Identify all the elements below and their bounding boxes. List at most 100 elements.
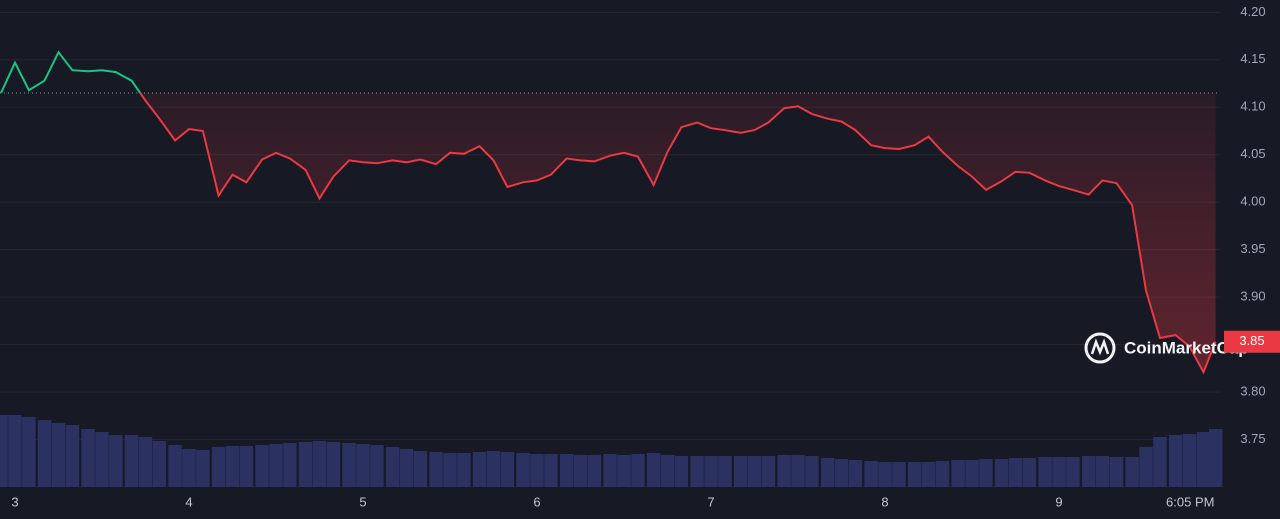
price-line-down [1, 93, 1217, 375]
volume-bar [1008, 458, 1023, 487]
y-tick-label: 3.95 [1240, 241, 1265, 256]
x-tick-label: 5 [359, 494, 366, 509]
volume-bar [1038, 457, 1052, 487]
volume-bar [413, 451, 428, 487]
volume-bar [733, 456, 748, 487]
last-price-label: 3.85 [1239, 333, 1264, 348]
volume-bar [211, 447, 226, 487]
volume-bar [37, 420, 52, 487]
volume-bar [544, 454, 558, 487]
volume-bar [0, 415, 8, 487]
volume-bar [283, 443, 297, 487]
volume-bar [109, 435, 123, 487]
x-tick-label: 3 [11, 494, 18, 509]
volume-bar [65, 425, 80, 487]
volume-bar [674, 456, 689, 487]
y-tick-label: 3.80 [1240, 384, 1265, 399]
volume-bar [95, 432, 109, 487]
volume-bar [225, 446, 240, 487]
volume-bar [935, 461, 950, 487]
y-tick-label: 4.20 [1240, 4, 1265, 19]
volume-bar [168, 445, 182, 487]
watermark-logo [1084, 332, 1116, 364]
volume-bar [979, 459, 993, 487]
volume-bar [255, 445, 269, 487]
volume-bar [892, 462, 906, 487]
volume-bar [370, 445, 384, 487]
volume-bar [269, 444, 283, 487]
volume-bar [690, 456, 704, 487]
volume-bar [965, 460, 979, 487]
y-tick-label: 4.00 [1240, 194, 1265, 209]
x-tick-label: 7 [707, 494, 714, 509]
volume-bar [646, 453, 661, 487]
volume-bar [791, 455, 805, 487]
watermark-text: CoinMarketCap [1124, 338, 1249, 357]
volume-bar [603, 454, 617, 487]
y-tick-label: 4.10 [1240, 99, 1265, 114]
y-tick-label: 4.15 [1240, 51, 1265, 66]
volume-bar [1052, 457, 1066, 487]
volume-bar [834, 459, 849, 487]
watermark-logo-mark [1090, 338, 1110, 356]
volume-bar [559, 454, 574, 487]
volume-bar [777, 455, 791, 487]
volume-bar [820, 458, 835, 487]
volume-bar [1125, 457, 1139, 487]
volume-bar [1196, 432, 1211, 487]
volume-bar [921, 462, 936, 487]
volume-bar [704, 456, 718, 487]
volume-bar [326, 442, 341, 487]
volume-bar [138, 437, 153, 487]
volume-bar [356, 444, 370, 487]
volume-bar [1066, 457, 1080, 487]
volume-bar [530, 454, 544, 487]
y-tick-label: 4.05 [1240, 146, 1265, 161]
volume-bar [718, 456, 732, 487]
x-tick-label: 6 [533, 494, 540, 509]
volume-bar [81, 429, 95, 487]
volume-bar [8, 415, 22, 487]
volume-bar [907, 462, 922, 487]
volume-bar [1139, 447, 1153, 487]
volume-bar [1109, 457, 1124, 487]
volume-bar [878, 462, 892, 487]
volume-bar [805, 456, 819, 487]
volume-bar [994, 459, 1009, 487]
volume-bar [1081, 456, 1096, 487]
x-tick-label: 9 [1055, 494, 1062, 509]
volume-bar [239, 446, 254, 487]
volume-bar [443, 453, 457, 487]
volume-bar [951, 460, 965, 487]
volume-bar [500, 452, 515, 487]
volume-bar [573, 455, 588, 487]
volume-bar [660, 455, 675, 487]
volume-bar [457, 453, 471, 487]
area-fill [140, 93, 1216, 373]
volume-bar [1153, 437, 1167, 487]
volume-bar [298, 442, 313, 487]
volume-bar [1168, 435, 1183, 487]
volume-bar [587, 455, 602, 487]
y-tick-label: 3.90 [1240, 289, 1265, 304]
volume-bar [51, 423, 66, 487]
volume-bar [429, 452, 443, 487]
volume-bar [1182, 434, 1197, 487]
volume-bar [1022, 458, 1037, 487]
volume-bar [22, 417, 36, 487]
volume-bar [864, 461, 878, 487]
volume-bar [1095, 456, 1110, 487]
x-tick-label: 4 [185, 494, 192, 509]
volume-bar [124, 435, 139, 487]
volume-bar [761, 456, 776, 487]
volume-bar [747, 456, 762, 487]
volume-bar [516, 453, 530, 487]
volume-bar [182, 449, 196, 487]
volume-bar [472, 452, 487, 487]
volume-bar [848, 460, 863, 487]
y-tick-label: 3.75 [1240, 431, 1265, 446]
volume-bar [196, 450, 210, 487]
last-price-box [1224, 330, 1280, 353]
